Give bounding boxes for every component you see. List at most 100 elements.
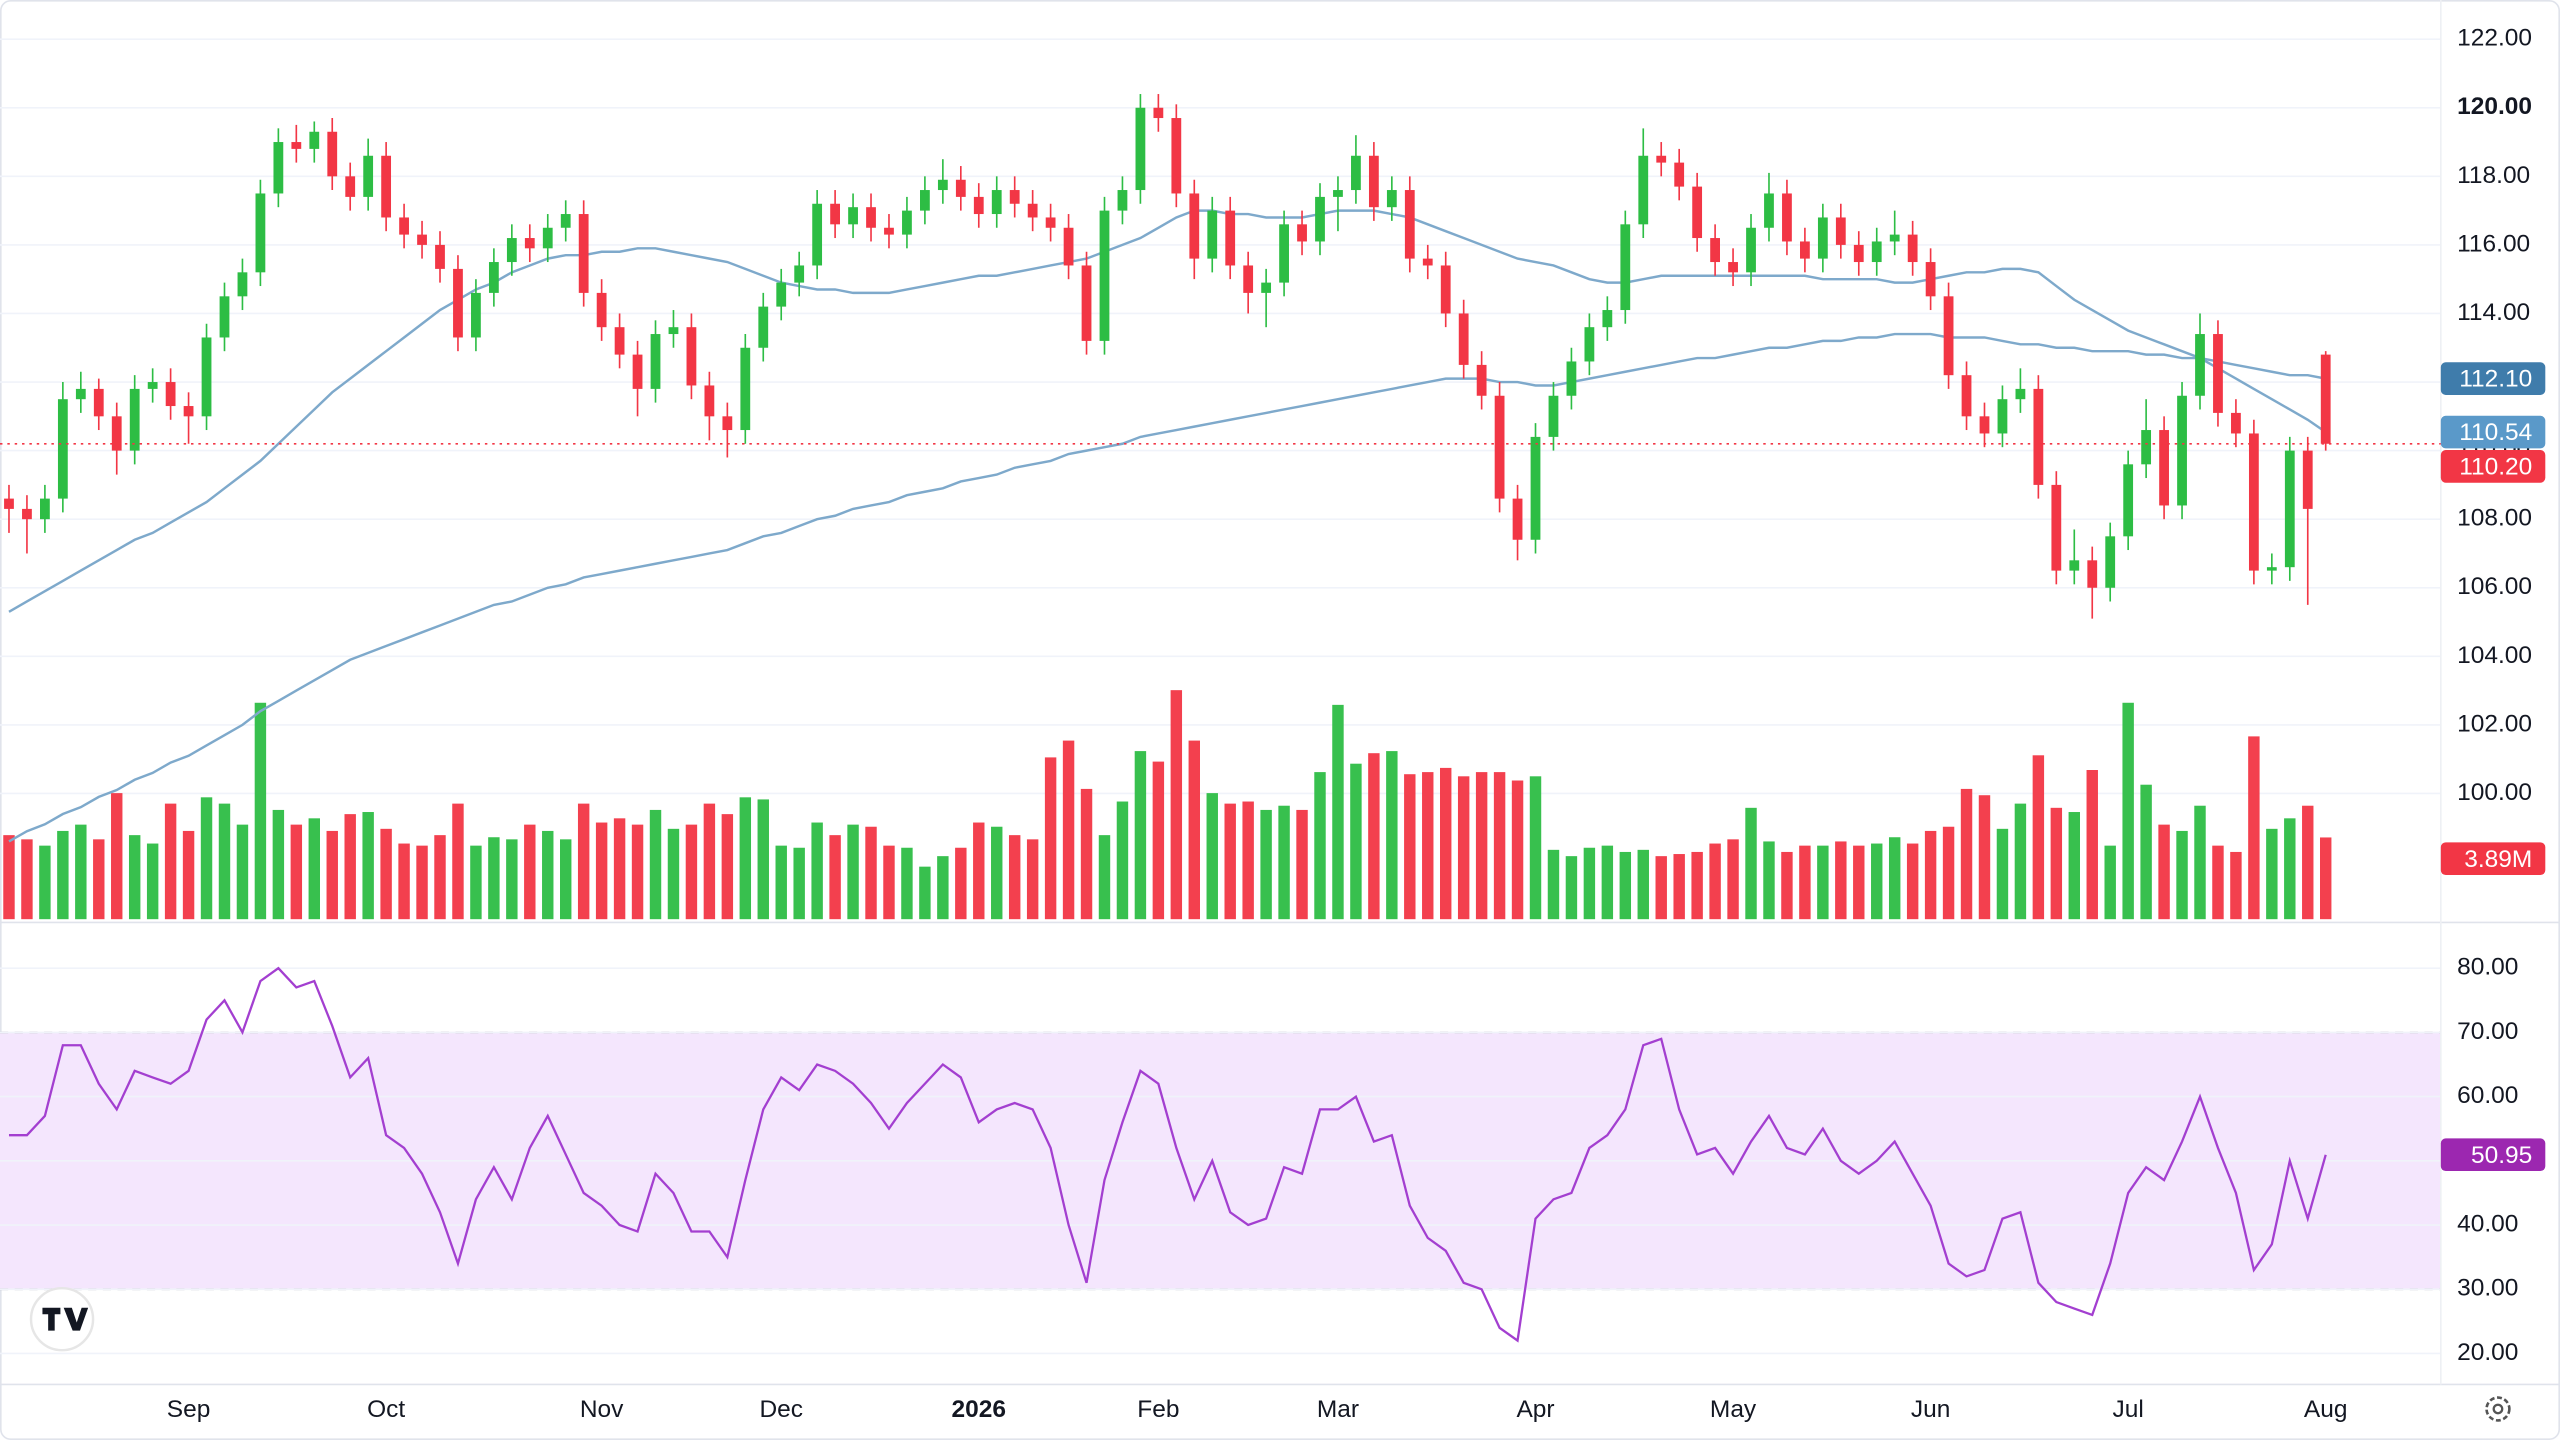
candle-body — [1009, 190, 1020, 204]
volume-bar — [1871, 843, 1883, 920]
candle-body — [1081, 265, 1092, 341]
candle-body — [2284, 450, 2295, 568]
candle-body — [2105, 536, 2116, 588]
price-label: 3.89M — [2464, 846, 2532, 873]
volume-bar — [2122, 702, 2134, 920]
volume-bar — [57, 830, 69, 920]
volume-bar — [344, 814, 356, 920]
candle-body — [2033, 388, 2044, 485]
candle-body — [1817, 217, 1828, 259]
candle-body — [2015, 388, 2026, 400]
rsi-tick-label: 80.00 — [2457, 954, 2518, 981]
candle-body — [1225, 210, 1236, 266]
rsi-tick-label: 70.00 — [2457, 1018, 2518, 1045]
candle-body — [668, 327, 679, 335]
volume-bar — [1637, 849, 1649, 920]
volume-bar — [164, 803, 177, 920]
volume-bar — [3, 835, 15, 920]
volume-bar — [739, 797, 752, 920]
volume-bar — [1565, 856, 1578, 920]
candle-body — [399, 217, 409, 235]
candle-body — [524, 238, 535, 249]
volume-bar — [1440, 767, 1452, 920]
candle-body — [1602, 310, 1613, 328]
candle-body — [2141, 430, 2152, 465]
candle-body — [1530, 436, 1541, 540]
price-label: 110.54 — [2459, 419, 2532, 446]
volume-bar — [721, 814, 734, 920]
candle-body — [1386, 190, 1397, 208]
candle-body — [1351, 155, 1361, 191]
candle-body — [1584, 327, 1595, 362]
volume-bar — [1529, 776, 1542, 920]
moving-average — [8, 332, 2326, 843]
candle-body — [2159, 430, 2169, 506]
candle-body — [1207, 210, 1218, 259]
candle-body — [2051, 484, 2062, 571]
volume-bar — [488, 837, 500, 920]
candle-body — [902, 210, 912, 235]
candle-body — [1961, 375, 1972, 417]
volume-bar — [1188, 740, 1200, 920]
candle-body — [1925, 262, 1936, 297]
volume-bar — [1924, 830, 1937, 920]
volume-bar — [128, 835, 141, 920]
candle-body — [129, 388, 140, 451]
volume-bar — [1026, 839, 1039, 920]
candle-body — [57, 399, 68, 499]
volume-bar — [218, 803, 231, 920]
volume-bar — [1080, 788, 1093, 920]
candle-body — [1764, 193, 1774, 228]
volume-bar — [1044, 757, 1057, 920]
candle-body — [1710, 238, 1720, 263]
volume-bar — [685, 824, 698, 920]
volume-bar — [1960, 788, 1973, 920]
candle-body — [345, 176, 356, 197]
candle-body — [2177, 395, 2187, 506]
volume-bar — [865, 826, 877, 920]
candle-body — [1835, 217, 1846, 245]
x-tick-label: Jun — [1911, 1396, 1950, 1423]
candle-body — [1297, 224, 1307, 242]
volume-bar — [254, 702, 267, 920]
volume-bar — [2086, 770, 2098, 920]
candle-body — [2302, 450, 2313, 509]
candle-body — [2213, 334, 2223, 413]
rsi-tick-label: 30.00 — [2457, 1275, 2518, 1302]
rsi-tick-label: 40.00 — [2457, 1211, 2518, 1238]
logo[interactable] — [29, 1286, 95, 1352]
volume-bar — [2014, 803, 2027, 920]
volume-bar — [829, 835, 841, 920]
candle-body — [596, 292, 607, 328]
candle-body — [920, 190, 930, 211]
volume-bar — [2248, 736, 2260, 920]
volume-bar — [1763, 841, 1775, 920]
moving-average — [8, 209, 2327, 613]
volume-bar — [1942, 826, 1955, 920]
candle-body — [327, 131, 338, 177]
volume-bar — [1996, 828, 2009, 920]
candle-body — [650, 334, 661, 389]
candle-body — [2320, 354, 2331, 444]
volume-bar — [39, 845, 51, 920]
settings-icon[interactable] — [2485, 1396, 2511, 1422]
candle-body — [1189, 193, 1200, 259]
candle-body — [1404, 190, 1415, 259]
price-label-box — [2440, 415, 2546, 449]
candle-body — [381, 155, 392, 218]
volume-bar — [1350, 763, 1362, 920]
candle-body — [2195, 334, 2205, 396]
candle-body — [937, 179, 948, 191]
volume-bar — [1170, 690, 1183, 920]
volume-bar — [613, 818, 626, 920]
volume-bar — [973, 822, 985, 920]
candle-body — [1368, 155, 1379, 208]
candle-body — [722, 416, 733, 431]
y-tick-label: 114.00 — [2457, 299, 2530, 326]
x-tick-label: Mar — [1317, 1396, 1359, 1423]
candle-body — [1656, 155, 1667, 163]
candle-body — [955, 179, 966, 197]
volume-bar — [2104, 845, 2116, 920]
